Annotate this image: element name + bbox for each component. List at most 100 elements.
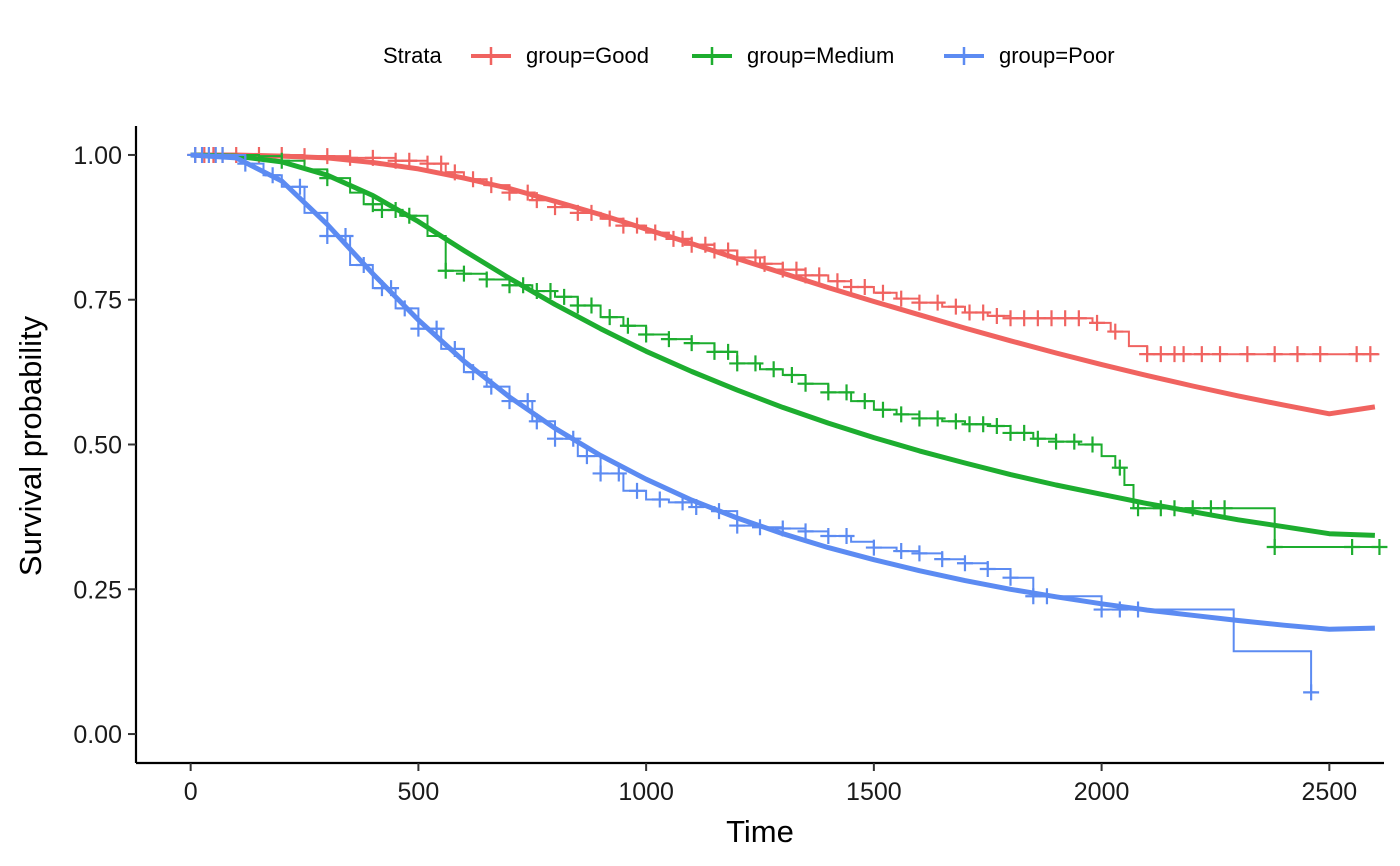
censor-mark [364, 196, 381, 213]
censor-mark [483, 378, 500, 395]
censor-mark [619, 317, 636, 334]
legend-key-mark-group-poor [956, 47, 972, 65]
censor-mark [961, 416, 978, 433]
censor-mark [720, 242, 737, 259]
x-tick-label: 1500 [846, 778, 902, 806]
censor-mark [752, 519, 768, 536]
censor-mark [783, 367, 800, 384]
censor-mark [583, 204, 600, 221]
censor-mark [774, 520, 791, 537]
censor-mark [556, 288, 573, 305]
x-tick-label: 500 [398, 778, 440, 806]
censor-mark [1303, 684, 1320, 701]
censor-mark [401, 207, 418, 224]
censor-mark [1152, 500, 1169, 517]
y-tick-label: 0.50 [73, 432, 122, 460]
censor-mark [911, 545, 928, 562]
censor-mark [583, 297, 600, 314]
censor-mark [765, 361, 782, 378]
censor-mark [501, 184, 518, 201]
censor-mark [615, 217, 632, 234]
censor-mark [601, 210, 618, 227]
censor-mark [1166, 500, 1183, 517]
censor-mark [838, 527, 855, 544]
x-tick-label: 2500 [1302, 778, 1358, 806]
censor-mark [1139, 346, 1156, 363]
x-tick-label: 0 [184, 778, 198, 806]
censor-mark [387, 152, 404, 169]
censor-mark [465, 171, 482, 188]
legend-key-mark-group-medium [704, 47, 720, 65]
censor-mark [1111, 601, 1128, 618]
censor-mark [1175, 346, 1192, 363]
censor-mark [528, 192, 545, 209]
censor-mark [1029, 430, 1046, 447]
censor-mark [1025, 588, 1042, 605]
censor-mark [1152, 346, 1169, 363]
km-step-group-good [190, 154, 1380, 356]
censor-mark [610, 465, 627, 482]
censor-mark [988, 307, 1005, 324]
censor-mark [547, 430, 564, 447]
legend-title: Strata [383, 43, 442, 68]
censor-mark [528, 283, 545, 300]
censor-mark [797, 375, 814, 392]
censor-mark [1002, 310, 1019, 327]
censor-mark [961, 304, 978, 321]
censor-mark [428, 320, 445, 337]
censor-mark [729, 517, 746, 534]
censor-mark [1002, 424, 1019, 441]
censor-mark [569, 297, 586, 314]
censor-mark [519, 393, 536, 410]
censor-mark [519, 184, 536, 201]
censor-mark [433, 155, 450, 172]
censor-mark [501, 393, 518, 410]
censor-mark [988, 417, 1005, 434]
censor-mark [811, 267, 828, 284]
censor-mark [1002, 569, 1019, 586]
fit-curve-group-medium [190, 152, 1375, 538]
legend-label-group-good: group=Good [526, 43, 649, 68]
plot-area [187, 146, 1388, 701]
censor-mark [455, 265, 472, 282]
censor-mark [874, 401, 891, 418]
censor-mark [569, 204, 586, 221]
censor-mark [383, 280, 400, 297]
censor-mark [956, 555, 973, 572]
censor-mark [865, 539, 882, 556]
censor-mark [1266, 538, 1283, 555]
censor-mark [291, 178, 308, 195]
censor-mark [651, 491, 668, 508]
censor-mark [838, 384, 855, 401]
censor-mark [1089, 314, 1106, 331]
censor-mark [856, 393, 873, 410]
legend-label-group-poor: group=Poor [999, 43, 1115, 68]
censor-mark [729, 249, 746, 266]
censor-mark [975, 304, 992, 321]
censor-mark [1016, 424, 1033, 441]
censor-mark [975, 416, 992, 433]
censor-mark [1239, 346, 1256, 363]
censor-mark [843, 278, 860, 295]
censor-mark [515, 277, 532, 294]
censor-mark [683, 335, 700, 352]
censor-mark [1066, 433, 1083, 450]
censor-mark [373, 201, 390, 218]
censor-mark [437, 262, 454, 279]
legend: Strata group=Good group=Medium group=Poor [383, 43, 1115, 68]
censor-mark [629, 482, 646, 499]
censor-mark [820, 527, 837, 544]
censor-mark [1362, 346, 1379, 363]
legend-label-group-medium: group=Medium [747, 43, 894, 68]
censor-mark [1111, 459, 1128, 476]
y-tick-label: 0.00 [73, 721, 122, 749]
y-tick-label: 1.00 [73, 142, 122, 170]
censor-mark [1212, 346, 1229, 363]
censor-mark [1184, 500, 1201, 517]
censor-mark [396, 300, 413, 317]
legend-key-mark-group-good [483, 47, 499, 65]
censor-mark [273, 152, 290, 169]
censor-mark [774, 261, 791, 278]
censor-mark [364, 149, 381, 166]
